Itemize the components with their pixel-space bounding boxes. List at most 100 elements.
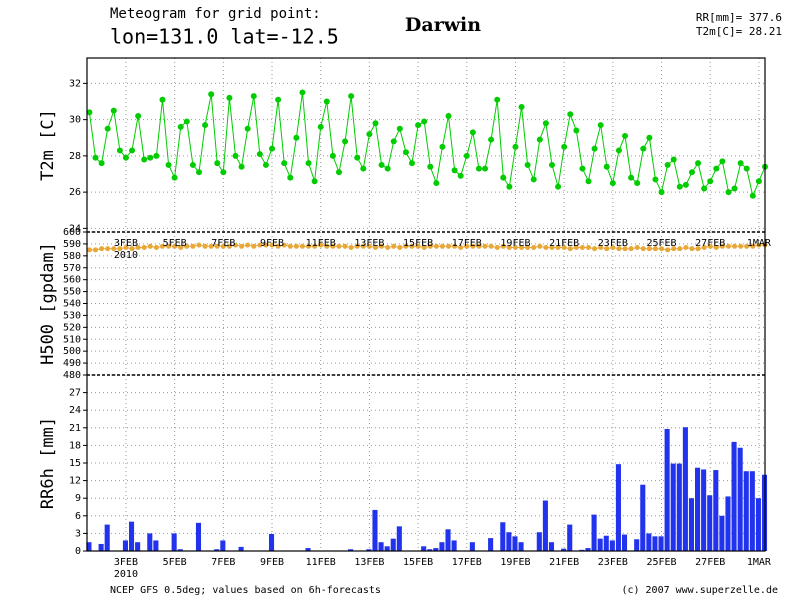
bar xyxy=(128,521,135,551)
point xyxy=(116,147,123,154)
point xyxy=(555,244,561,250)
point xyxy=(646,134,653,141)
point xyxy=(409,160,416,167)
point xyxy=(396,125,403,132)
x-tick-label: 25FEB xyxy=(646,238,676,249)
point xyxy=(579,165,586,172)
point xyxy=(165,161,172,168)
point xyxy=(591,145,598,152)
point xyxy=(263,242,269,248)
bar xyxy=(621,534,628,551)
point xyxy=(737,160,744,167)
point xyxy=(640,145,647,152)
y-tick-label: 12 xyxy=(69,476,81,487)
point xyxy=(129,147,136,154)
point xyxy=(269,145,276,152)
point xyxy=(676,183,683,190)
y-axis-label: T2m [C] xyxy=(38,109,58,181)
bar xyxy=(603,535,609,551)
point xyxy=(379,243,385,249)
point xyxy=(488,243,494,249)
bar xyxy=(421,546,427,551)
x-tick-label: 3FEB xyxy=(114,557,138,568)
x-tick-label: 1MAR xyxy=(747,238,772,249)
point xyxy=(147,243,153,249)
point xyxy=(530,176,537,183)
point xyxy=(305,160,312,167)
point xyxy=(402,149,409,156)
point xyxy=(330,243,336,249)
point xyxy=(744,243,750,249)
x-tick-label: 17FEB xyxy=(452,557,482,568)
point xyxy=(537,243,543,249)
bar xyxy=(366,549,372,551)
x-tick-label: 21FEB xyxy=(549,238,579,249)
point xyxy=(281,242,287,248)
point xyxy=(384,165,391,172)
bar xyxy=(731,441,737,551)
t2m-mean: T2m[C]= 28.21 xyxy=(696,25,782,38)
point xyxy=(713,244,719,250)
point xyxy=(749,192,756,199)
point xyxy=(166,243,172,249)
y-tick-label: 32 xyxy=(69,78,81,89)
point xyxy=(421,118,428,125)
bar xyxy=(104,524,110,551)
point xyxy=(671,246,677,252)
point xyxy=(141,244,147,250)
point xyxy=(543,244,549,250)
point xyxy=(609,180,616,187)
x-tick-label: 7FEB xyxy=(211,238,235,249)
point xyxy=(366,131,373,138)
point xyxy=(695,160,702,167)
bar xyxy=(518,542,524,551)
point xyxy=(433,180,440,187)
y-tick-label: 560 xyxy=(63,275,81,286)
bar xyxy=(439,542,445,551)
point xyxy=(104,125,111,132)
point xyxy=(573,127,580,134)
point xyxy=(610,244,616,250)
x-tick-label: 17FEB xyxy=(452,238,482,249)
y-tick-label: 0 xyxy=(75,546,81,557)
bar xyxy=(433,548,439,551)
bar xyxy=(646,533,652,551)
point xyxy=(659,246,665,252)
y-tick-label: 500 xyxy=(63,346,81,357)
point xyxy=(122,154,129,161)
bar xyxy=(214,549,220,551)
y-tick-label: 530 xyxy=(63,310,81,321)
x-tick-label: 9FEB xyxy=(260,238,284,249)
point xyxy=(336,243,342,249)
bar xyxy=(348,549,354,551)
bar xyxy=(719,515,725,551)
point xyxy=(701,244,707,250)
bar xyxy=(634,539,640,551)
point xyxy=(445,113,452,119)
point xyxy=(214,243,220,249)
point xyxy=(415,122,422,129)
point xyxy=(439,143,446,150)
point xyxy=(354,243,360,249)
bar xyxy=(737,447,743,551)
x-tick-label: 13FEB xyxy=(354,557,384,568)
point xyxy=(573,244,579,250)
point xyxy=(306,243,312,249)
point xyxy=(731,185,738,192)
point xyxy=(701,185,708,192)
bar xyxy=(652,536,658,551)
point xyxy=(312,243,318,249)
x-tick-label: 19FEB xyxy=(500,557,530,568)
x-tick-label: 15FEB xyxy=(403,557,433,568)
point xyxy=(98,160,105,167)
point xyxy=(542,120,549,127)
point xyxy=(475,165,482,172)
point xyxy=(531,244,537,250)
point xyxy=(372,120,379,127)
point xyxy=(457,172,464,179)
point xyxy=(317,123,324,130)
point xyxy=(732,243,738,249)
point xyxy=(348,244,354,250)
bar xyxy=(488,538,494,551)
